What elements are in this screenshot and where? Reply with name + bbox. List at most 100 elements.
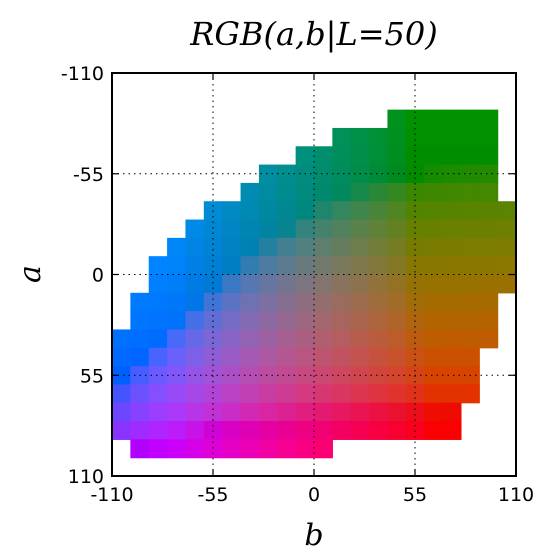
heatmap-cell — [460, 256, 480, 276]
heatmap-cell — [460, 274, 480, 294]
heatmap-cell — [148, 274, 168, 294]
heatmap-cell — [185, 329, 205, 349]
heatmap-cell — [222, 347, 242, 367]
heatmap-cell — [424, 421, 444, 440]
heatmap-cell — [258, 384, 278, 404]
heatmap-cell — [130, 384, 150, 404]
heatmap-cell — [240, 256, 260, 276]
heatmap-cell — [112, 402, 131, 422]
heatmap-cell — [203, 402, 223, 422]
heatmap-cell — [277, 219, 297, 239]
heatmap-cell — [130, 421, 150, 440]
heatmap-cell — [350, 146, 370, 166]
heatmap-cell — [314, 384, 333, 404]
heatmap-cell — [460, 292, 480, 312]
heatmap-cell — [442, 274, 462, 294]
heatmap-cell — [387, 347, 407, 367]
heatmap-cell — [185, 256, 205, 276]
heatmap-cell — [295, 219, 315, 239]
heatmap-cell — [405, 402, 425, 422]
heatmap-cell — [240, 292, 260, 312]
heatmap-cell — [130, 329, 150, 349]
heatmap-cell — [185, 292, 205, 312]
heatmap-cell — [460, 329, 480, 349]
heatmap-cell — [479, 274, 499, 294]
heatmap-cell — [167, 384, 187, 404]
heatmap-cell — [479, 127, 499, 147]
heatmap-cell — [240, 421, 260, 440]
heatmap-cell — [332, 274, 352, 294]
heatmap-cell — [222, 274, 242, 294]
heatmap-cell — [424, 384, 444, 404]
heatmap-cell — [240, 329, 260, 349]
heatmap-cell — [240, 402, 260, 422]
y-tick-label: -55 — [73, 164, 104, 186]
heatmap-cell — [332, 237, 352, 257]
heatmap-cell — [258, 402, 278, 422]
y-tick-label: 55 — [80, 365, 104, 387]
heatmap-cell — [185, 274, 205, 294]
heatmap-cell — [497, 237, 516, 257]
heatmap-cell — [130, 292, 150, 312]
heatmap-cell — [314, 292, 333, 312]
heatmap-cell — [369, 127, 389, 147]
heatmap-cell — [222, 219, 242, 239]
heatmap-cell — [442, 384, 462, 404]
heatmap-cell — [405, 182, 425, 202]
heatmap-cell — [112, 421, 131, 440]
heatmap-cell — [332, 201, 352, 221]
heatmap-cell — [479, 292, 499, 312]
heatmap-cell — [424, 164, 444, 184]
heatmap-cell — [314, 237, 333, 257]
heatmap-cell — [442, 219, 462, 239]
heatmap-cell — [167, 274, 187, 294]
y-tick-label: 110 — [68, 466, 104, 488]
heatmap-cell — [442, 347, 462, 367]
heatmap-cell — [369, 366, 389, 386]
heatmap-cell — [369, 329, 389, 349]
heatmap-cell — [222, 366, 242, 386]
heatmap-cell — [497, 201, 516, 221]
heatmap-cell — [112, 402, 113, 422]
heatmap-cell — [222, 329, 242, 349]
heatmap-cell — [277, 421, 297, 440]
heatmap-cell — [332, 219, 352, 239]
heatmap-cell — [369, 182, 389, 202]
heatmap-cell — [387, 237, 407, 257]
heatmap-cell — [332, 311, 352, 331]
heatmap-cell — [369, 347, 389, 367]
heatmap-cell — [479, 311, 499, 331]
heatmap-cell — [424, 109, 444, 129]
heatmap-cell — [350, 274, 370, 294]
heatmap-cell — [460, 109, 480, 129]
heatmap-cell — [295, 237, 315, 257]
heatmap-cells — [112, 109, 516, 459]
heatmap-cell — [369, 201, 389, 221]
heatmap-cell — [314, 201, 333, 221]
heatmap-cell — [222, 311, 242, 331]
heatmap-cell — [314, 311, 333, 331]
heatmap-cell — [277, 256, 297, 276]
heatmap-cell — [405, 347, 425, 367]
heatmap-cell — [185, 311, 205, 331]
heatmap-cell — [332, 164, 352, 184]
heatmap-cell — [148, 329, 168, 349]
heatmap-cell — [258, 274, 278, 294]
heatmap-cell — [203, 292, 223, 312]
heatmap-cell — [314, 439, 333, 459]
heatmap-cell — [497, 274, 516, 294]
heatmap-cell — [424, 219, 444, 239]
heatmap-cell — [295, 421, 315, 440]
heatmap-cell — [203, 384, 223, 404]
heatmap-cell — [240, 237, 260, 257]
heatmap-cell — [258, 164, 278, 184]
heatmap-cell — [240, 182, 260, 202]
heatmap-cell — [295, 384, 315, 404]
heatmap-cell — [277, 366, 297, 386]
heatmap-cell — [442, 201, 462, 221]
heatmap-cell — [460, 219, 480, 239]
heatmap-cell — [148, 439, 168, 459]
heatmap-cell — [350, 127, 370, 147]
heatmap-cell — [369, 164, 389, 184]
heatmap-cell — [258, 366, 278, 386]
